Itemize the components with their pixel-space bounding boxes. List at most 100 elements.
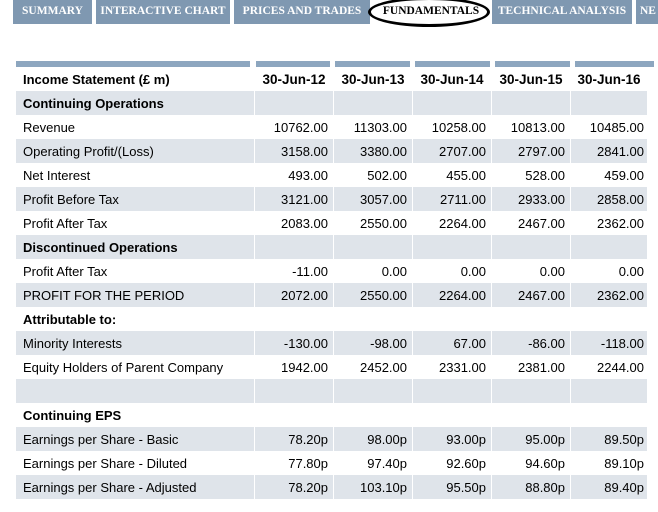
cell-value: 2083.00	[254, 211, 333, 235]
row-label: Earnings per Share - Basic	[16, 427, 254, 451]
cell-value: 455.00	[412, 163, 491, 187]
cell-value: 67.00	[412, 331, 491, 355]
cell-value: 95.00p	[491, 427, 570, 451]
tab-bar: SUMMARY INTERACTIVE CHART PRICES AND TRA…	[0, 0, 658, 27]
section-row: Attributable to:	[16, 307, 647, 331]
section-row: Continuing Operations	[16, 91, 647, 115]
tab-fundamentals[interactable]: FUNDAMENTALS	[374, 0, 488, 24]
cell-value: 10258.00	[412, 115, 491, 139]
cell-value: 502.00	[333, 163, 412, 187]
cell-value: 78.20p	[254, 475, 333, 499]
column-bar	[415, 61, 490, 67]
cell-value: 89.40p	[570, 475, 647, 499]
cell-value: 2467.00	[491, 283, 570, 307]
column-header: 30-Jun-12	[254, 67, 333, 91]
row-label: Revenue	[23, 119, 76, 135]
cell-value: 3380.00	[333, 139, 412, 163]
row-label: Profit After Tax	[23, 263, 108, 279]
table-header-row: Income Statement (£ m) 30-Jun-12 30-Jun-…	[16, 67, 647, 91]
table-row: Operating Profit/(Loss) 3158.00 3380.00 …	[16, 139, 647, 163]
table-row: Profit After Tax -11.00 0.00 0.00 0.00 0…	[16, 259, 647, 283]
cell-value: 10485.00	[570, 115, 647, 139]
cell-value: 2452.00	[333, 355, 412, 379]
cell-value: 89.10p	[570, 451, 647, 475]
cell-value: 10813.00	[491, 115, 570, 139]
table-row: Net Interest 493.00 502.00 455.00 528.00…	[16, 163, 647, 187]
row-label: Minority Interests	[16, 331, 254, 355]
section-title: Continuing EPS	[23, 407, 122, 423]
cell-value: 0.00	[333, 259, 412, 283]
cell-value: 97.40p	[333, 451, 412, 475]
cell-value: 2707.00	[412, 139, 491, 163]
income-statement-table: Income Statement (£ m) 30-Jun-12 30-Jun-…	[16, 67, 647, 499]
tab-summary[interactable]: SUMMARY	[13, 0, 92, 24]
cell-value: -11.00	[254, 259, 333, 283]
row-label: Profit After Tax	[23, 215, 108, 231]
cell-value: 3158.00	[254, 139, 333, 163]
row-label: Equity Holders of Parent Company	[23, 359, 224, 375]
row-label: Earnings per Share - Diluted	[23, 455, 188, 471]
spacer-row	[16, 379, 647, 403]
cell-value: 2264.00	[412, 211, 491, 235]
table-row: Minority Interests -130.00 -98.00 67.00 …	[16, 331, 647, 355]
table-title: Income Statement (£ m)	[23, 71, 170, 87]
section-title: Attributable to:	[23, 311, 117, 327]
cell-value: -118.00	[570, 331, 647, 355]
section-title: Discontinued Operations	[16, 235, 254, 259]
cell-value: 2244.00	[570, 355, 647, 379]
tab-prices-and-trades[interactable]: PRICES AND TRADES	[234, 0, 370, 24]
table-row: Earnings per Share - Basic 78.20p 98.00p…	[16, 427, 647, 451]
table-row: Equity Holders of Parent Company 1942.00…	[16, 355, 647, 379]
cell-value: 92.60p	[412, 451, 491, 475]
tab-interactive-chart[interactable]: INTERACTIVE CHART	[96, 0, 230, 24]
row-label: Earnings per Share - Adjusted	[16, 475, 254, 499]
column-bar	[256, 61, 330, 67]
section-row: Discontinued Operations	[16, 235, 647, 259]
cell-value: 459.00	[570, 163, 647, 187]
cell-value: 2550.00	[333, 283, 412, 307]
cell-value: 98.00p	[333, 427, 412, 451]
tab-news-truncated[interactable]: NE	[636, 0, 658, 24]
cell-value: 11303.00	[333, 115, 412, 139]
column-header: 30-Jun-16	[570, 67, 647, 91]
cell-value: 2467.00	[491, 211, 570, 235]
cell-value: 1942.00	[254, 355, 333, 379]
cell-value: 2711.00	[412, 187, 491, 211]
row-label: PROFIT FOR THE PERIOD	[16, 283, 254, 307]
cell-value: 3057.00	[333, 187, 412, 211]
cell-value: 0.00	[491, 259, 570, 283]
cell-value: 93.00p	[412, 427, 491, 451]
cell-value: 2331.00	[412, 355, 491, 379]
cell-value: -130.00	[254, 331, 333, 355]
cell-value: 10762.00	[254, 115, 333, 139]
cell-value: 0.00	[412, 259, 491, 283]
section-row: Continuing EPS	[16, 403, 647, 427]
cell-value: 2858.00	[570, 187, 647, 211]
column-header: 30-Jun-13	[333, 67, 412, 91]
tab-technical-analysis[interactable]: TECHNICAL ANALYSIS	[492, 0, 632, 24]
cell-value: 78.20p	[254, 427, 333, 451]
cell-value: 94.60p	[491, 451, 570, 475]
cell-value: 88.80p	[491, 475, 570, 499]
cell-value: 2362.00	[570, 211, 647, 235]
cell-value: 2264.00	[412, 283, 491, 307]
row-label: Net Interest	[23, 167, 91, 183]
column-bar	[335, 61, 410, 67]
column-bar	[575, 61, 654, 67]
cell-value: 2933.00	[491, 187, 570, 211]
column-bar	[16, 61, 250, 67]
cell-value: 528.00	[491, 163, 570, 187]
cell-value: 2550.00	[333, 211, 412, 235]
column-header: 30-Jun-14	[412, 67, 491, 91]
column-header: 30-Jun-15	[491, 67, 570, 91]
cell-value: 95.50p	[412, 475, 491, 499]
cell-value: 2072.00	[254, 283, 333, 307]
section-title: Continuing Operations	[16, 91, 254, 115]
cell-value: 2797.00	[491, 139, 570, 163]
column-bar	[495, 61, 570, 67]
cell-value: 0.00	[570, 259, 647, 283]
table-row: Revenue 10762.00 11303.00 10258.00 10813…	[16, 115, 647, 139]
table-row: Profit Before Tax 3121.00 3057.00 2711.0…	[16, 187, 647, 211]
table-row: PROFIT FOR THE PERIOD 2072.00 2550.00 22…	[16, 283, 647, 307]
table-row: Earnings per Share - Diluted 77.80p 97.4…	[16, 451, 647, 475]
